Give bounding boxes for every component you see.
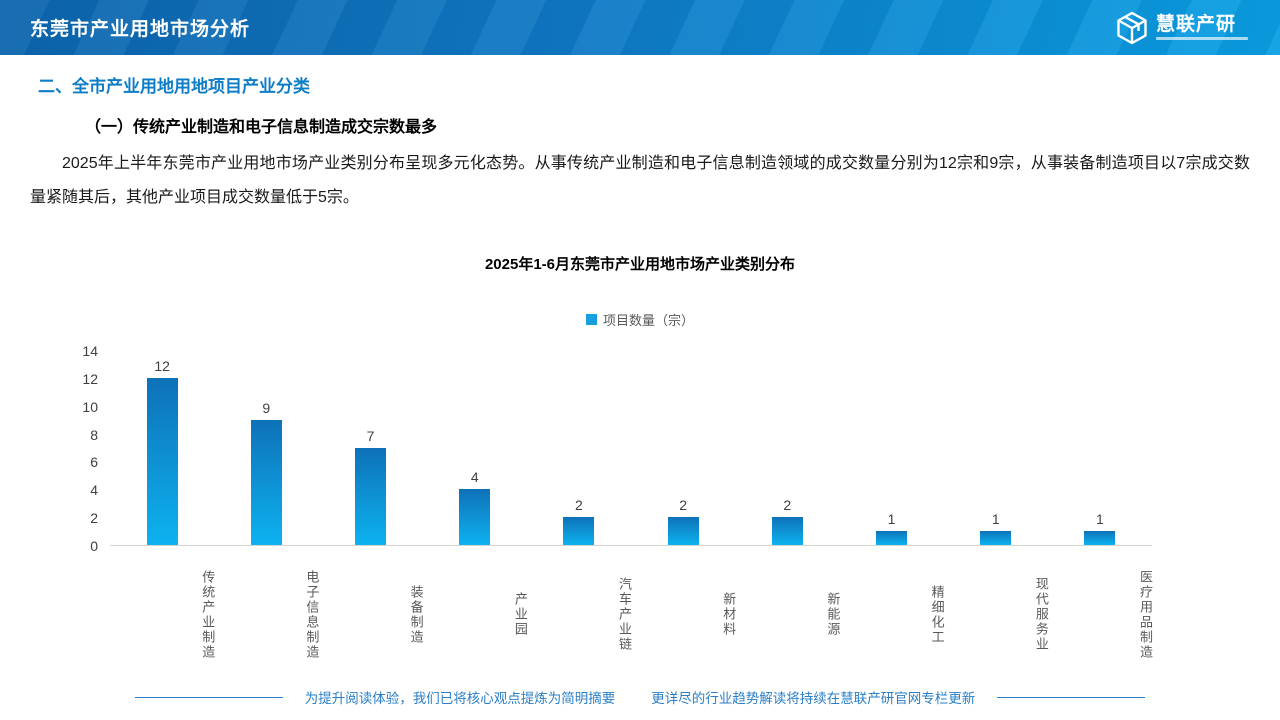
header-bar: 东莞市产业用地市场分析 慧联产研 <box>0 0 1280 55</box>
bar <box>459 489 491 545</box>
bar-value-label: 9 <box>262 399 271 416</box>
x-axis-category-label: 现代服务业 <box>1033 577 1049 652</box>
x-axis-category-label: 电子信息制造 <box>304 569 320 660</box>
bar-column: 4 <box>423 351 527 545</box>
bar-value-label: 2 <box>783 497 792 514</box>
y-tick-label: 14 <box>82 343 98 359</box>
y-tick-label: 2 <box>90 510 98 527</box>
section-heading: 二、全市产业用地用地项目产业分类 <box>38 77 310 96</box>
logo: 慧联产研 <box>1115 10 1248 46</box>
bar-column: 1 <box>839 351 943 545</box>
bar-value-label: 1 <box>1096 511 1104 528</box>
x-axis-labels: 传统产业制造 电子信息制造 装备制造 产业园 汽车产业链 新材料 新能源 精细化工 现代服务业 医… <box>110 546 1154 674</box>
x-axis-category-label: 医疗用品制造 <box>1138 569 1154 660</box>
bar <box>563 517 595 545</box>
bar-column: 1 <box>944 351 1048 545</box>
y-tick-label: 12 <box>82 370 98 387</box>
bar <box>146 377 178 545</box>
bar-value-label: 1 <box>991 511 1000 528</box>
plot-grid: 0 2 4 6 8 10 12 14 12 9 7 4 2 2 2 1 1 1 传统产业制造 电子信息制造 装备制造… <box>62 343 1250 674</box>
y-axis: 0 2 4 6 8 10 12 14 <box>62 343 110 554</box>
x-axis-category-label: 新能源 <box>825 592 841 637</box>
bar-chart: 2025年1-6月东莞市产业用地市场产业类别分布 项目数量（宗） 0 2 4 6 8 10… <box>30 253 1250 674</box>
bar-column: 2 <box>735 351 839 545</box>
bar-value-label: 12 <box>154 357 170 374</box>
body-paragraph: 2025年上半年东莞市产业用地市场产业类别分布呈现多元化态势。从事传统产业制造和… <box>30 155 1250 206</box>
bar <box>771 517 803 545</box>
logo-box-icon <box>1115 10 1149 46</box>
x-axis-spacer <box>62 546 110 674</box>
bar-value-label: 1 <box>887 511 896 528</box>
footer-line-left <box>134 696 283 698</box>
logo-text: 慧联产研 <box>1156 14 1237 35</box>
logo-tagline <box>1156 37 1248 40</box>
main-content: 二、全市产业用地用地项目产业分类 （一）传统产业制造和电子信息制造成交宗数最多 … <box>0 72 1280 674</box>
bar-column: 2 <box>631 351 735 545</box>
x-axis-category-label: 产业园 <box>512 592 528 637</box>
bar-column: 2 <box>527 351 631 545</box>
y-tick-label: 10 <box>82 398 98 415</box>
bar <box>355 447 386 545</box>
x-axis-category-label: 精细化工 <box>929 584 945 645</box>
bar <box>250 419 282 545</box>
y-tick-label: 6 <box>90 454 98 471</box>
footer-line-right <box>997 696 1146 698</box>
sub-heading: （一）传统产业制造和电子信息制造成交宗数最多 <box>85 119 438 136</box>
footer: 为提升阅读体验，我们已将核心观点提炼为简明摘要 更详尽的行业趋势解读将持续在慧联… <box>0 687 1280 707</box>
chart-legend: 项目数量（宗） <box>30 310 1250 329</box>
bar-value-label: 2 <box>679 497 688 514</box>
y-tick-label: 0 <box>90 538 98 554</box>
bar-column: 7 <box>318 351 422 545</box>
logo-text-wrap: 慧联产研 <box>1156 15 1248 40</box>
bar-column: 1 <box>1048 351 1152 545</box>
legend-swatch-icon <box>585 314 597 325</box>
plot-area: 12 9 7 4 2 2 2 1 1 1 <box>110 351 1152 546</box>
bar <box>980 531 1012 545</box>
bar-column: 9 <box>214 351 318 545</box>
chart-title: 2025年1-6月东莞市产业用地市场产业类别分布 <box>484 256 796 273</box>
bar <box>876 531 908 545</box>
x-axis-category-label: 新材料 <box>721 592 737 637</box>
footer-note-left: 为提升阅读体验，我们已将核心观点提炼为简明摘要 <box>304 691 616 706</box>
legend-label: 项目数量（宗） <box>602 313 694 328</box>
x-axis-category-label: 装备制造 <box>408 584 424 645</box>
bar-value-label: 2 <box>575 497 583 514</box>
bar-column: 12 <box>110 351 214 545</box>
page-title: 东莞市产业用地市场分析 <box>30 19 251 40</box>
bar <box>667 517 699 545</box>
bar-value-label: 7 <box>366 427 375 444</box>
y-tick-label: 8 <box>90 426 98 443</box>
bar <box>1084 531 1116 545</box>
x-axis-category-label: 传统产业制造 <box>200 569 216 660</box>
bar-value-label: 4 <box>470 469 479 486</box>
y-tick-label: 4 <box>90 482 98 499</box>
footer-note-right: 更详尽的行业趋势解读将持续在慧联产研官网专栏更新 <box>651 691 976 706</box>
x-axis-category-label: 汽车产业链 <box>617 577 633 652</box>
